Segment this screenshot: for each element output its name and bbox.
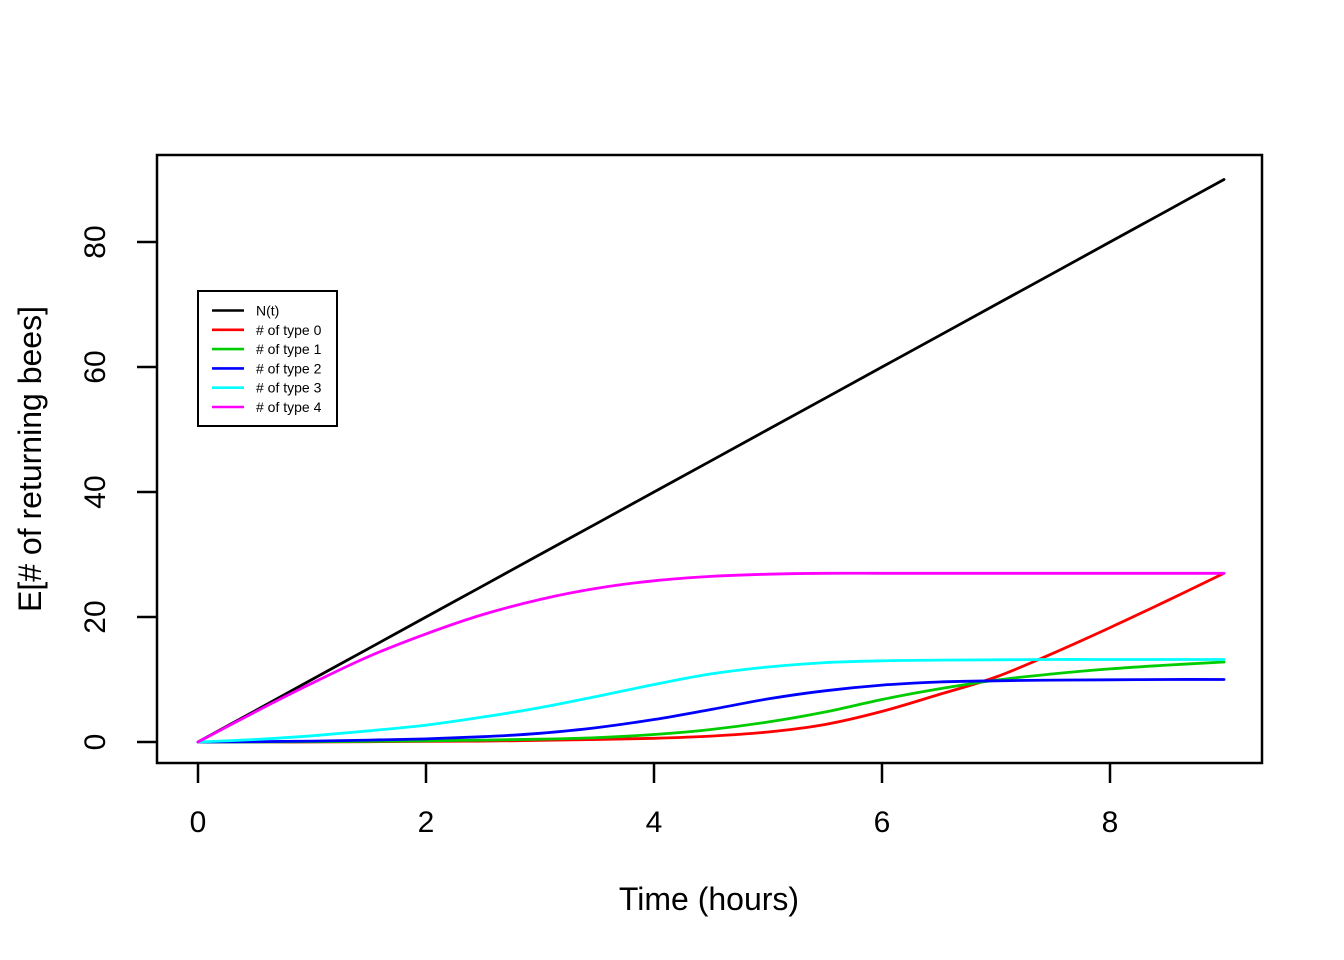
legend-entry-label: N(t) [256,303,279,319]
legend: N(t) # of type 0 # of type 1 # of type 2 # o… [197,290,338,427]
data-curves [196,178,1226,744]
legend-entries: N(t) # of type 0 # of type 1 # of type 2 # o… [212,303,322,415]
curve-of-type-2 [196,678,1226,744]
curve-of-type-4 [196,571,1226,744]
legend-entry-label: # of type 4 [256,399,322,415]
legend-entry-label: # of type 1 [256,341,322,357]
legend-entry-label: # of type 3 [256,380,322,396]
y-axis-title: E[# of returning bees] [12,306,48,612]
x-tick-label: 2 [418,806,435,839]
x-axis-title: Time (hours) [619,881,799,917]
curve-of-type-3 [196,658,1226,744]
plot-border [155,153,1264,765]
x-tick-label: 0 [190,806,207,839]
y-tick-label: 20 [79,600,112,633]
y-tick-label: 80 [79,225,112,258]
y-tick-label: 60 [79,350,112,383]
legend-entry-label: # of type 0 [256,322,322,338]
legend-box [197,290,338,427]
y-tick-label: 0 [79,734,112,751]
curve-n-t [196,178,1226,744]
x-tick-label: 4 [646,806,663,839]
x-tick-label: 8 [1102,806,1119,839]
y-tick-label: 40 [79,475,112,508]
x-tick-label: 6 [874,806,891,839]
legend-entry-label: # of type 2 [256,360,322,376]
